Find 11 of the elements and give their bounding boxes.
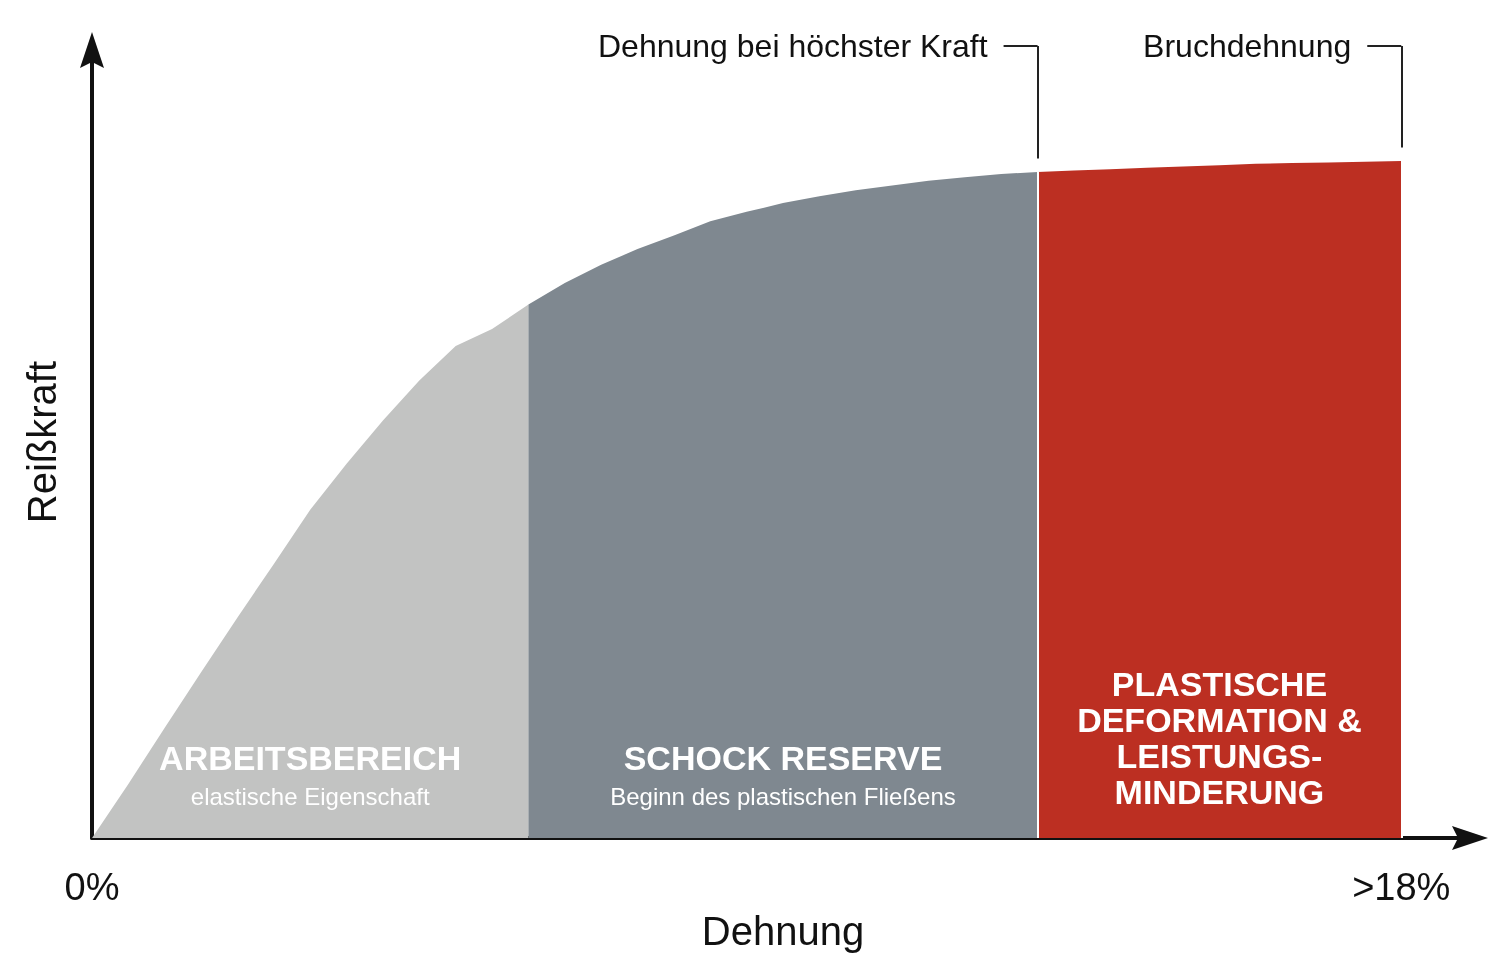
x-tick-label: >18% xyxy=(1352,866,1451,909)
series-label: ARBEITSBEREICH xyxy=(159,739,462,778)
series-label: SCHOCK RESERVE xyxy=(623,739,943,778)
y-axis-title: Reißkraft xyxy=(20,360,64,524)
annotation: elastische Eigenschaft xyxy=(190,782,430,810)
series-label: PLASTISCHE DEFORMATION & LEISTUNGS- MINDERUNG xyxy=(1077,665,1362,812)
text: Bruchdehnung xyxy=(1143,28,1352,64)
x-tick-label: 0% xyxy=(64,866,120,909)
text: Dehnung bei höchster Kraft xyxy=(598,28,988,64)
x-axis-title: Dehnung xyxy=(701,909,865,953)
annotation: Beginn des plastischen Fließens xyxy=(610,782,956,810)
